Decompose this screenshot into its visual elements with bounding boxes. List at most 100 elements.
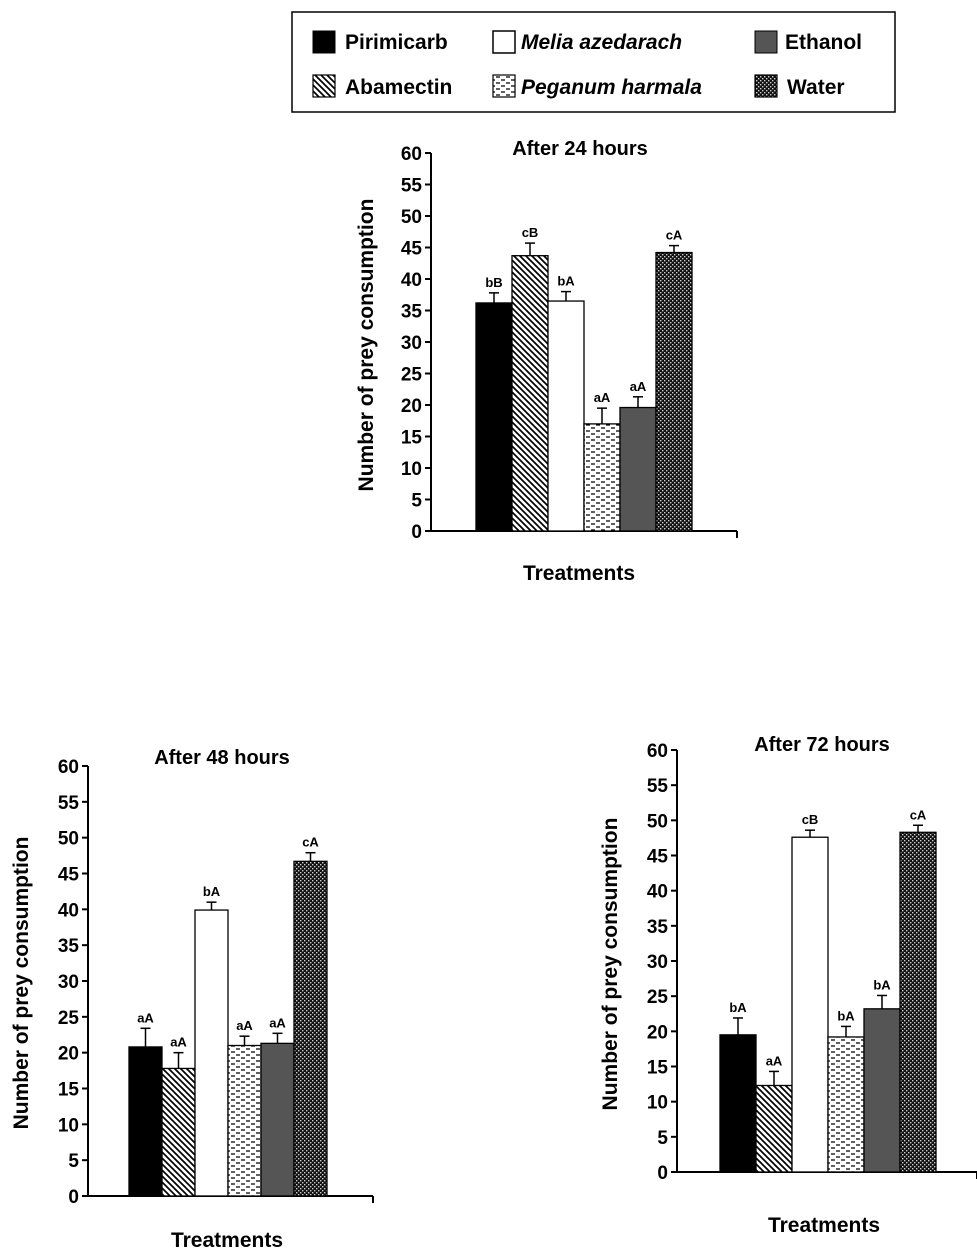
bar-label-ethanol: aA [630, 379, 647, 394]
legend-swatch-melia [492, 30, 516, 54]
y-tick-label: 40 [647, 882, 668, 903]
legend-swatch-abamectin [312, 74, 336, 98]
y-tick-label: 35 [647, 917, 669, 938]
y-tick-label: 10 [401, 459, 422, 480]
bar-label-abamectin: aA [170, 1035, 187, 1050]
y-tick-label: 15 [58, 1080, 80, 1101]
bar-peganum-harmala [583, 423, 621, 532]
bar-peganum-harmala [827, 1036, 865, 1173]
bar-abamectin [755, 1084, 793, 1173]
legend-item-peganum: Peganum harmala [492, 74, 702, 99]
y-tick-label: 10 [647, 1093, 668, 1114]
y-tick-label: 55 [401, 176, 423, 197]
x-axis-label: Treatments [171, 1229, 283, 1249]
chart-after-48-hours: After 48 hours 0 5 10 15 20 25 30 35 40 45 50 55 60 aA… [10, 747, 374, 1249]
legend-label-abamectin: Abamectin [345, 76, 452, 99]
chart-title: After 24 hours [512, 138, 648, 160]
bar-pirimicarb [475, 302, 513, 532]
bar-label-peganum-harmala: aA [594, 390, 611, 405]
y-tick-label: 0 [657, 1163, 668, 1184]
legend-swatch-water [754, 74, 778, 98]
bar-pirimicarb [719, 1034, 757, 1173]
bar-label-peganum-harmala: bA [837, 1008, 855, 1023]
y-tick-label: 10 [58, 1115, 79, 1136]
bar-label-ethanol: aA [269, 1015, 286, 1030]
y-tick-label: 60 [58, 757, 79, 778]
legend-item-water: Water [754, 74, 845, 99]
legend-item-melia: Melia azedarach [492, 30, 682, 54]
y-tick-label: 45 [647, 847, 669, 868]
bar-label-abamectin: cB [522, 225, 539, 240]
bar-ethanol [619, 406, 657, 532]
y-tick-label: 25 [401, 365, 423, 386]
y-tick-label: 60 [647, 741, 668, 762]
legend-label-pirimicarb: Pirimicarb [345, 31, 448, 54]
y-tick-label: 35 [401, 302, 423, 323]
y-tick-label: 5 [68, 1151, 79, 1172]
bar-water [655, 251, 693, 532]
bar-label-pirimicarb: bB [485, 275, 502, 290]
x-axis-label: Treatments [768, 1214, 880, 1237]
y-tick-label: 30 [58, 972, 79, 993]
y-tick-label: 35 [58, 936, 80, 957]
y-tick-label: 20 [647, 1022, 668, 1043]
y-tick-label: 55 [647, 776, 669, 797]
y-tick-label: 0 [411, 522, 422, 543]
y-tick-label: 15 [647, 1058, 669, 1079]
bar-abamectin [161, 1067, 196, 1197]
y-tick-label: 55 [58, 793, 80, 814]
bar-ethanol [260, 1042, 295, 1197]
bar-label-melia-azedarach: bA [203, 884, 221, 899]
bar-ethanol [863, 1008, 901, 1173]
y-tick-label: 45 [401, 239, 423, 260]
y-tick-label: 5 [411, 491, 422, 512]
bar-abamectin [511, 255, 549, 532]
bar-label-water: cA [302, 835, 319, 850]
bar-label-ethanol: bA [873, 977, 891, 992]
y-tick-label: 0 [68, 1187, 79, 1208]
y-tick-label: 40 [401, 270, 422, 291]
bar-label-melia-azedarach: cB [802, 812, 819, 827]
bar-water [899, 831, 937, 1173]
legend-label-melia: Melia azedarach [521, 31, 682, 54]
legend-frame [291, 11, 896, 113]
legend-swatch-ethanol [754, 30, 778, 54]
y-tick-label: 50 [401, 207, 422, 228]
bar-label-abamectin: aA [766, 1053, 783, 1068]
bar-pirimicarb [128, 1046, 163, 1197]
y-tick-label: 25 [58, 1008, 80, 1029]
x-axis-label: Treatments [523, 562, 635, 585]
y-axis-label: Number of prey consumption [599, 818, 622, 1111]
bar-label-water: cA [666, 228, 683, 243]
legend-label-ethanol: Ethanol [785, 31, 862, 54]
bar-label-pirimicarb: aA [137, 1010, 154, 1025]
chart-after-72-hours: After 72 hours 0 5 10 15 20 25 30 35 40 45 50 55 60 bA… [599, 734, 977, 1237]
y-tick-label: 50 [58, 829, 79, 850]
y-tick-label: 25 [647, 987, 669, 1008]
y-tick-label: 45 [58, 865, 80, 886]
bar-peganum-harmala [227, 1044, 262, 1197]
chart-title: After 72 hours [754, 734, 890, 756]
bar-label-peganum-harmala: aA [236, 1018, 253, 1033]
bar-melia-azedarach [791, 836, 829, 1173]
legend: Pirimicarb Melia azedarach Ethanol Abame… [291, 11, 896, 113]
y-tick-label: 15 [401, 428, 423, 449]
bar-label-melia-azedarach: bA [557, 274, 575, 289]
bar-water [293, 860, 328, 1197]
legend-label-peganum: Peganum harmala [521, 76, 702, 99]
bar-label-water: cA [910, 807, 927, 822]
legend-item-ethanol: Ethanol [754, 30, 862, 54]
y-tick-label: 40 [58, 900, 79, 921]
y-axis-label: Number of prey consumption [355, 199, 378, 492]
bar-melia-azedarach [547, 300, 585, 532]
legend-item-pirimicarb: Pirimicarb [312, 30, 448, 54]
legend-item-abamectin: Abamectin [312, 74, 452, 99]
y-tick-label: 50 [647, 811, 668, 832]
y-tick-label: 20 [401, 396, 422, 417]
y-tick-label: 60 [401, 144, 422, 165]
bar-melia-azedarach [194, 909, 229, 1197]
bar-label-pirimicarb: bA [729, 1000, 747, 1015]
legend-label-water: Water [787, 76, 845, 99]
chart-title: After 48 hours [154, 747, 290, 769]
